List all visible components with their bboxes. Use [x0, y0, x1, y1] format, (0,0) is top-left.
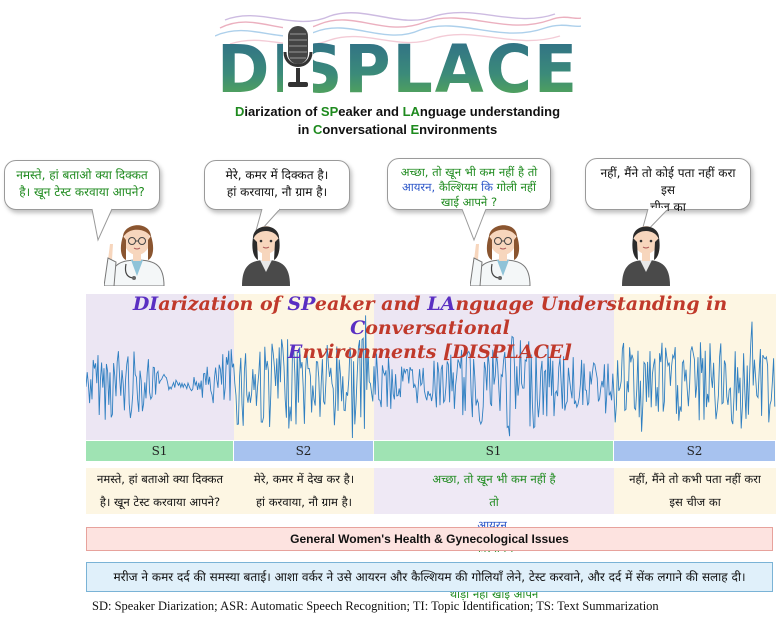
- waveform-title-run: onversational: [365, 317, 510, 339]
- logo-text: DISPLACE: [217, 31, 579, 100]
- subtitle-run: nvironments: [419, 122, 498, 137]
- topic-identification-box: General Women's Health & Gynecological I…: [86, 527, 773, 551]
- transcript-run: तो: [489, 495, 499, 509]
- transcript-line: अच्छा, तो खून भी कम नहीं है: [374, 468, 614, 491]
- audio-waveform: [86, 294, 776, 440]
- speech-bubble-doctor-1: नमस्ते, हां बताओ क्या दिक्कत है। खून टेस्…: [4, 160, 160, 210]
- waveform-title-run: C: [350, 317, 366, 339]
- bubble-text-run: खाई आपने ?: [440, 195, 498, 209]
- speech-bubble-doctor-2: अच्छा, तो खून भी कम नहीं है तो आयरन, कैल्…: [387, 158, 551, 210]
- waveform-segment-bg: [86, 294, 234, 440]
- subtitle-run: SP: [320, 104, 339, 119]
- waveform-title-line: Environments [DISPLACE]: [80, 340, 780, 364]
- doctor-avatar-2: [470, 225, 531, 286]
- bubble-text-line: अच्छा, तो खून भी कम नहीं है तो: [394, 165, 544, 180]
- transcript-line: मेरे, कमर में देख कर है।: [253, 472, 355, 486]
- subtitle-run: LA: [402, 104, 420, 119]
- waveform-title-run: SP: [287, 293, 315, 315]
- subtitle-run: eaker and: [338, 104, 403, 119]
- subtitle-run: E: [410, 122, 420, 137]
- speech-bubble-patient-1: मेरे, कमर में दिक्कत है। हां करवाया, नौ ग…: [204, 160, 350, 210]
- speaker-segment: S1: [374, 441, 614, 461]
- transcript-segment: अच्छा, तो खून भी कम नहीं हैतो आयरन, कैल्…: [374, 468, 614, 601]
- waveform-title-run: arization of: [158, 293, 288, 315]
- doctor-avatar-1: [104, 225, 165, 286]
- displace-logo: DISPLACE: [215, 11, 581, 100]
- transcript-line: नहीं, मैंने तो कभी पता नहीं करा: [629, 472, 761, 486]
- bubble-text-run: कैल्शियम: [438, 180, 482, 194]
- transcript-segment: मेरे, कमर में देख कर है। हां करवाया, नौ ग…: [234, 468, 374, 514]
- transcript-line: हां करवाया, नौ ग्राम है।: [255, 495, 353, 509]
- subtitle-run: in: [297, 122, 313, 137]
- bubble-text-line: है। खून टेस्ट करवाया आपने?: [19, 185, 145, 199]
- transcript-run: अच्छा, तो खून भी कम नहीं है: [432, 472, 556, 486]
- patient-avatar-2: [622, 226, 670, 286]
- waveform-signal: [86, 315, 776, 439]
- transcript-segment: नमस्ते, हां बताओ क्या दिक्कत है। खून टेस्…: [86, 468, 234, 514]
- transcript-line: नमस्ते, हां बताओ क्या दिक्कत: [96, 472, 224, 486]
- subtitle-run: onversational: [322, 122, 411, 137]
- subtitle-line: Diarization of SPeaker and LAnguage unde…: [170, 103, 625, 121]
- speaker-segment: S1: [86, 441, 234, 461]
- subtitle-run: C: [312, 122, 323, 137]
- speaker-segment: S2: [614, 441, 776, 461]
- waveform-title-run: eaker and: [314, 293, 428, 315]
- bubble-text-line: नहीं, मैंने तो कोई पता नहीं करा इस: [600, 166, 736, 197]
- waveform-title-run: nvironments [DISPLACE]: [302, 341, 573, 363]
- waveform-segment-bg: [374, 294, 614, 440]
- bubble-text-run: अच्छा, तो खून भी कम नहीं है तो: [400, 165, 538, 179]
- bubble-text-line: हां करवाया, नौ ग्राम है।: [226, 185, 328, 199]
- bubble-text-line: नमस्ते, हां बताओ क्या दिक्कत: [16, 168, 148, 182]
- bubble-text-run: कि: [481, 180, 497, 194]
- abbreviations-footer: SD: Speaker Diarization; ASR: Automatic …: [92, 599, 659, 613]
- waveform-title-run: LA: [427, 293, 456, 315]
- transcript-line: इस चीज का: [669, 495, 721, 509]
- logo-subtitle: Diarization of SPeaker and LAnguage unde…: [170, 103, 625, 139]
- waveform-title: DIarization of SPeaker and LAnguage Unde…: [80, 292, 780, 364]
- waveform-title-run: DI: [132, 293, 159, 315]
- subtitle-run: nguage understanding: [419, 104, 561, 119]
- waveform-title-run: E: [287, 341, 303, 363]
- bubble-text-line: आयरन, कैल्शियम कि गोली नहीं: [394, 180, 544, 195]
- bubble-text-line: खाई आपने ?: [394, 195, 544, 210]
- transcript-line: है। खून टेस्ट करवाया आपने?: [99, 495, 221, 509]
- microphone-icon: [283, 24, 313, 94]
- bubble-text-run: आयरन,: [401, 180, 439, 194]
- speech-bubble-patient-2: नहीं, मैंने तो कोई पता नहीं करा इस चीज का: [585, 158, 751, 214]
- waveform-title-run: nguage Understanding in: [455, 293, 728, 315]
- subtitle-run: iarization of: [244, 104, 321, 119]
- waveform-title-line: DIarization of SPeaker and LAnguage Unde…: [80, 292, 780, 340]
- subtitle-run: D: [234, 104, 245, 119]
- speaker-segment: S2: [234, 441, 374, 461]
- transcript-segment: नहीं, मैंने तो कभी पता नहीं करा इस चीज का: [614, 468, 776, 514]
- subtitle-line: in Conversational Environments: [170, 121, 625, 139]
- bubble-text-run: गोली नहीं: [496, 180, 536, 194]
- text-summary-box: मरीज ने कमर दर्द की समस्या बताई। आशा वर्…: [86, 562, 773, 592]
- patient-avatar-1: [242, 226, 290, 286]
- bubble-text-line: मेरे, कमर में दिक्कत है।: [225, 168, 329, 182]
